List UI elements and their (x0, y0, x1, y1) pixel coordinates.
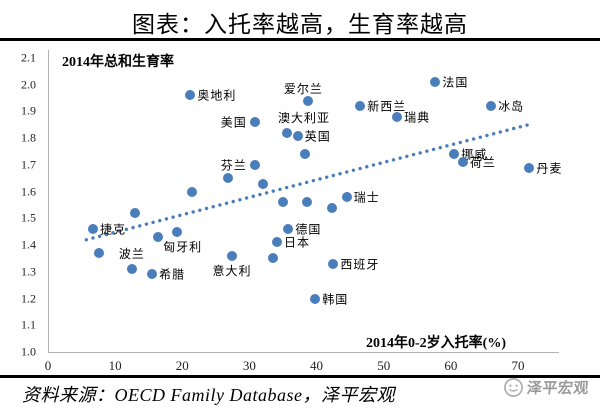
watermark: 泽平宏观 (503, 377, 590, 398)
country-label: 意大利 (212, 263, 252, 278)
country-label: 匈牙利 (163, 240, 203, 255)
scatter-point-奥地利 (185, 90, 196, 101)
scatter-point-芬兰 (249, 159, 260, 170)
y-tick-label: 1.7 (21, 157, 36, 172)
scatter-point-荷兰 (457, 157, 468, 168)
scatter-point (187, 186, 198, 197)
country-label: 挪威 (461, 147, 488, 162)
y-tick-label: 1.5 (21, 210, 36, 225)
scatter-point (257, 178, 268, 189)
scatter-point-冰岛 (486, 101, 497, 112)
country-label: 丹麦 (536, 161, 563, 176)
country-label: 奥地利 (197, 88, 237, 103)
country-label: 波兰 (118, 247, 145, 262)
scatter-point (222, 173, 233, 184)
scatter-point-波兰 (126, 264, 137, 275)
country-label: 瑞典 (404, 110, 431, 125)
country-label: 美国 (220, 115, 247, 130)
scatter-point-爱尔兰 (302, 95, 313, 106)
scatter-point-德国 (283, 224, 294, 235)
scatter-point (267, 253, 278, 264)
x-tick-label: 30 (242, 358, 256, 373)
x-axis-title: 2014年0-2岁入托率(%) (366, 336, 506, 351)
scatter-point-挪威 (449, 149, 460, 160)
country-label: 爱尔兰 (283, 81, 323, 96)
x-tick-label: 60 (444, 358, 458, 373)
y-tick-label: 1.6 (21, 184, 36, 199)
y-axis-title: 2014年总和生育率 (62, 55, 174, 70)
y-tick-label: 2.1 (21, 50, 36, 65)
scatter-point (277, 197, 288, 208)
country-label: 德国 (295, 222, 322, 237)
y-tick-label: 1.0 (21, 344, 36, 359)
x-tick-label: 50 (377, 358, 391, 373)
scatter-point-丹麦 (524, 162, 535, 173)
source-line: 资料来源：OECD Family Database，泽平宏观 (22, 385, 395, 405)
scatter-point-匈牙利 (153, 232, 164, 243)
country-label: 日本 (283, 235, 310, 250)
country-label: 冰岛 (498, 99, 525, 114)
y-tick-label: 1.2 (21, 291, 36, 306)
country-label: 西班牙 (340, 257, 380, 272)
y-tick-label: 1.8 (21, 130, 36, 145)
country-label: 荷兰 (469, 155, 496, 170)
plot-area (48, 50, 559, 353)
x-tick-label: 40 (310, 358, 324, 373)
scatter-point-捷克 (87, 224, 98, 235)
country-label: 英国 (304, 129, 331, 143)
chart-title: 图表：入托率越高，生育率越高 (132, 12, 468, 37)
x-tick-label: 20 (175, 358, 189, 373)
y-tick-label: 2.0 (21, 77, 36, 92)
watermark-face-icon (504, 378, 523, 397)
country-label: 瑞士 (353, 190, 380, 205)
scatter-point-澳大利亚 (282, 127, 293, 138)
scatter-point-新西兰 (355, 101, 366, 112)
y-tick-label: 1.4 (21, 237, 36, 252)
scatter-point-希腊 (147, 269, 158, 280)
x-tick-label: 70 (511, 358, 525, 373)
scatter-point-美国 (249, 117, 260, 128)
x-tick-label: 10 (108, 358, 122, 373)
scatter-point-西班牙 (328, 258, 339, 269)
watermark-text: 泽平宏观 (526, 381, 590, 397)
country-label: 芬兰 (220, 158, 247, 173)
country-label: 捷克 (99, 222, 126, 237)
scatter-point (302, 197, 313, 208)
scatter-point (327, 202, 337, 213)
y-tick-label: 1.9 (21, 103, 36, 118)
country-label: 新西兰 (367, 99, 407, 114)
y-tick-label: 1.3 (21, 264, 36, 279)
scatter-point-法国 (430, 77, 441, 88)
scatter-point-意大利 (226, 250, 237, 261)
country-label: 希腊 (159, 267, 186, 282)
title-underline (0, 38, 600, 41)
footer-rule (0, 375, 600, 378)
x-tick-label: 0 (44, 358, 52, 373)
scatter-point-韩国 (310, 293, 321, 304)
country-label: 法国 (442, 75, 469, 90)
country-label: 澳大利亚 (278, 110, 331, 125)
country-label: 韩国 (322, 292, 349, 307)
scatter-point (300, 149, 311, 160)
y-tick-label: 1.1 (21, 317, 36, 332)
scatter-point (171, 226, 182, 237)
scatter-point-英国 (292, 130, 303, 141)
scatter-point (94, 248, 105, 259)
scatter-point (130, 208, 141, 219)
scatter-point-瑞士 (341, 191, 352, 202)
scatter-point-瑞典 (392, 111, 403, 122)
scatter-point-日本 (271, 237, 282, 248)
